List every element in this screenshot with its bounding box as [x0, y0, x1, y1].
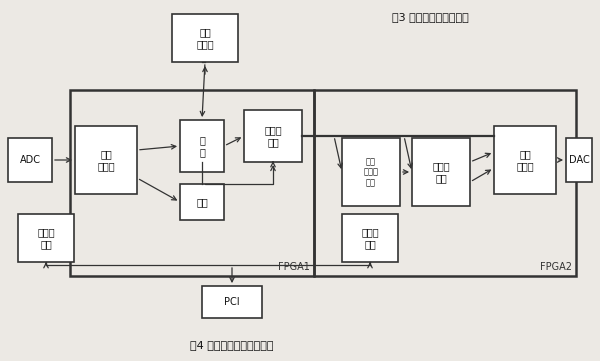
Text: 片外
存储器: 片外 存储器	[196, 27, 214, 49]
Bar	[412, 138, 470, 206]
Bar	[314, 90, 576, 276]
Bar	[180, 120, 224, 172]
Bar	[8, 138, 52, 182]
Bar	[494, 126, 556, 194]
Text: FPGA1: FPGA1	[278, 262, 310, 272]
Text: 延
迟: 延 迟	[199, 135, 205, 157]
Text: 图4 目标回波模拟功能框图: 图4 目标回波模拟功能框图	[190, 340, 274, 350]
Bar	[172, 14, 238, 62]
Text: 测频: 测频	[196, 197, 208, 207]
Text: 多普勒
复乘: 多普勒 复乘	[264, 125, 282, 147]
Text: ADC: ADC	[19, 155, 41, 165]
Text: 数字
下混频: 数字 下混频	[97, 149, 115, 171]
Bar	[244, 110, 302, 162]
Text: 图3 信号处理板组成框图: 图3 信号处理板组成框图	[392, 12, 469, 22]
Bar	[202, 286, 262, 318]
Text: DAC: DAC	[569, 155, 589, 165]
Text: 扩展
散射点
延迟: 扩展 散射点 延迟	[364, 157, 379, 187]
Text: 多普勒
复乘: 多普勒 复乘	[432, 161, 450, 183]
Bar	[566, 138, 592, 182]
Text: 命令字
接收: 命令字 接收	[37, 227, 55, 249]
Text: 数字
上混频: 数字 上混频	[516, 149, 534, 171]
Text: PCI: PCI	[224, 297, 240, 307]
Bar	[70, 90, 314, 276]
Bar	[342, 214, 398, 262]
Bar	[75, 126, 137, 194]
Bar	[180, 184, 224, 220]
Bar	[18, 214, 74, 262]
Text: 命令字
接收: 命令字 接收	[361, 227, 379, 249]
Text: FPGA2: FPGA2	[540, 262, 572, 272]
Bar	[342, 138, 400, 206]
